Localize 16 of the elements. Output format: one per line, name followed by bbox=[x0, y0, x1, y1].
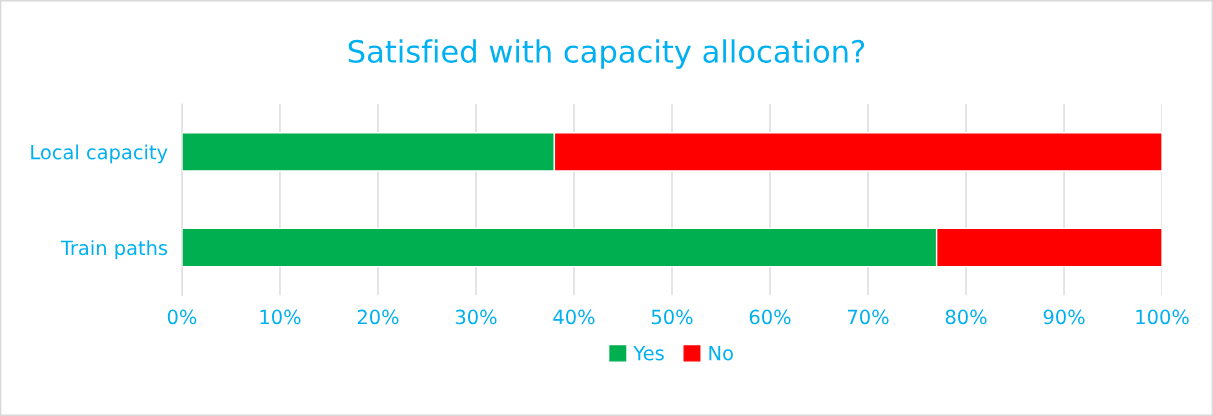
x-tick-label: 40% bbox=[553, 309, 595, 325]
y-tick-label: Local capacity bbox=[31, 144, 168, 164]
x-tick-label: 70% bbox=[848, 309, 889, 325]
x-tick-label: 10% bbox=[260, 309, 301, 325]
x-tick-label: 20% bbox=[357, 309, 399, 325]
x-tick-label: 90% bbox=[1043, 309, 1085, 325]
x-tick-label: 60% bbox=[749, 309, 791, 325]
legend-label: Yes bbox=[633, 345, 664, 361]
x-tick-label: 80% bbox=[945, 309, 987, 325]
y-tick-label: Train paths bbox=[60, 240, 168, 259]
chart-title: Satisfied with capacity allocation? bbox=[348, 39, 865, 69]
x-tick-label: 0% bbox=[167, 309, 197, 325]
x-tick-label: 30% bbox=[455, 309, 497, 325]
x-tick-label: 50% bbox=[651, 309, 693, 325]
legend-label: No bbox=[709, 345, 733, 361]
x-tick-label: 100% bbox=[1136, 309, 1189, 325]
